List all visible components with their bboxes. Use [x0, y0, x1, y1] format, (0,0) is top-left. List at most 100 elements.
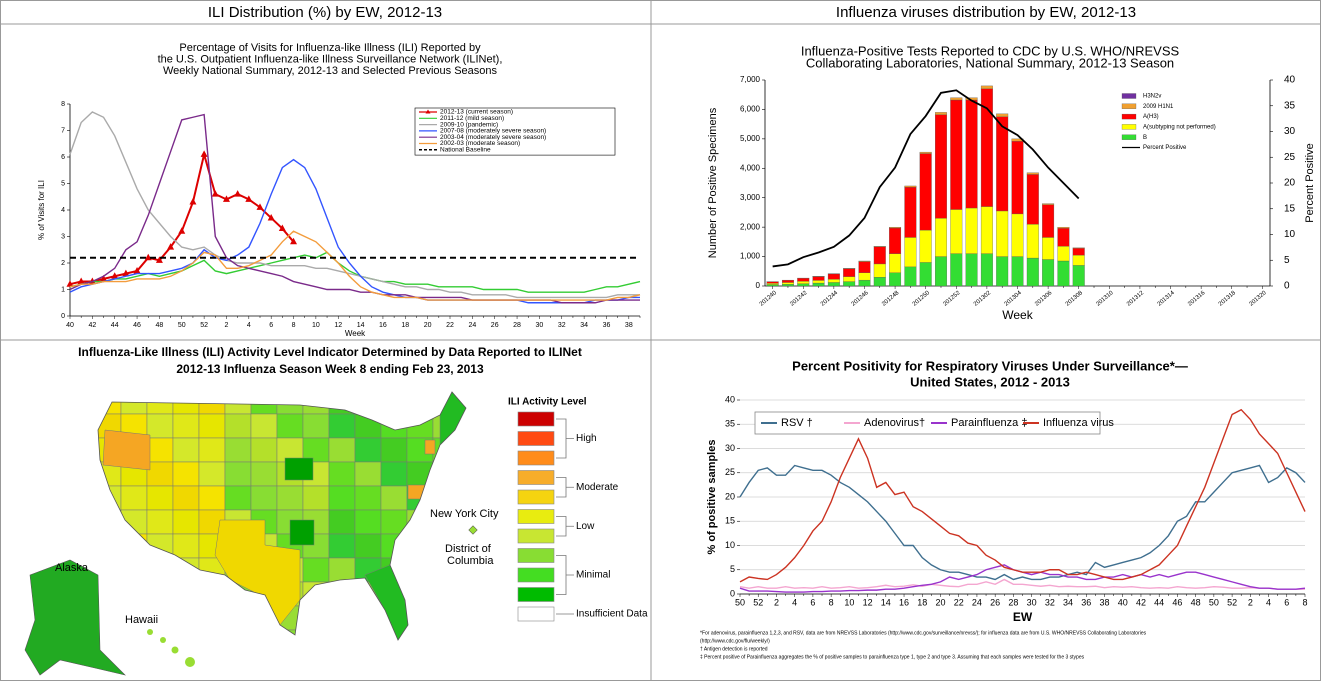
x-tick-label: 52 — [753, 597, 763, 607]
y2-tick-label: 10 — [1284, 229, 1296, 240]
legend-swatch — [1121, 93, 1137, 99]
footnote: † Antigen detection is reported — [700, 646, 768, 652]
chart-title: Collaborating Laboratories, National Sum… — [806, 55, 1174, 70]
y-tick-label: 0 — [756, 281, 761, 290]
legend-title: ILI Activity Level — [508, 397, 587, 408]
legend-label: Insufficient Data — [576, 609, 648, 620]
y-tick-label: 4 — [61, 207, 65, 214]
chart-title: the U.S. Outpatient Influenza-like Illne… — [158, 53, 503, 65]
series-line — [69, 158, 640, 304]
legend-label: Adenovirus† — [864, 417, 925, 429]
bar-segment — [766, 283, 779, 285]
legend-bracket — [556, 418, 574, 459]
legend-label: Parainfluenza ‡ — [951, 417, 1027, 429]
bar-segment — [904, 266, 917, 287]
x-tick-label: 44 — [111, 322, 119, 329]
bar-segment — [1057, 228, 1070, 247]
x-tick-label: 8 — [292, 322, 296, 329]
bar-segment — [950, 253, 963, 287]
state-shape — [224, 485, 252, 511]
x-tick-label: 46 — [1172, 597, 1182, 607]
y-tick-label: 1,000 — [740, 252, 761, 261]
bar-segment — [919, 229, 932, 263]
chart: Percent Positivity for Respiratory Virus… — [700, 358, 1308, 660]
alaska-shape — [24, 559, 126, 676]
charts: Percentage of Visits for Influenza-like … — [37, 42, 1316, 660]
state-shape — [172, 509, 200, 535]
data-marker — [133, 266, 141, 274]
place-label: Columbia — [447, 555, 494, 567]
state-shape — [198, 485, 226, 511]
state-shape — [250, 413, 278, 439]
bar-segment — [812, 276, 825, 281]
x-tick-label: 44 — [1154, 597, 1164, 607]
state-shape — [172, 485, 200, 511]
x-tick-label: 30 — [1027, 597, 1037, 607]
legend-label: 2009-10 (pandemic) — [440, 121, 498, 128]
map-title: 2012-13 Influenza Season Week 8 ending F… — [176, 362, 484, 376]
bar-segment — [1026, 224, 1039, 259]
hawaii-island — [147, 629, 153, 635]
state-shape — [276, 485, 304, 511]
x-tick-label: 24 — [972, 597, 982, 607]
y-tick-label: 0 — [61, 313, 65, 320]
legend-label: High — [576, 433, 597, 444]
x-tick-label: 28 — [1008, 597, 1018, 607]
bar-segment — [858, 260, 871, 262]
data-marker — [122, 269, 130, 277]
bar-segment — [980, 253, 993, 287]
bar-segment — [797, 281, 810, 284]
y-tick-label: 3 — [61, 233, 65, 240]
x-tick-label: 14 — [881, 597, 891, 607]
x-tick-label: 18 — [917, 597, 927, 607]
place-label: New York City — [430, 508, 499, 520]
x-tick-label: 52 — [200, 322, 208, 329]
legend-swatch — [517, 450, 555, 466]
state-shape — [328, 461, 356, 487]
state-shape — [102, 429, 151, 471]
y-tick-label: 40 — [725, 394, 735, 404]
legend-swatch — [517, 489, 555, 505]
chart: Percentage of Visits for Influenza-like … — [37, 42, 641, 338]
legend-label: 2002-03 (moderate season) — [440, 140, 520, 147]
x-tick-label: 10 — [844, 597, 854, 607]
legend-label: National Baseline — [440, 147, 491, 154]
bar-segment — [980, 206, 993, 254]
state-shape — [146, 509, 174, 535]
state-shape — [328, 437, 356, 463]
x-tick-label: 42 — [1136, 597, 1146, 607]
bar-segment — [1042, 237, 1055, 260]
x-axis-label: EW — [1013, 610, 1033, 624]
y-tick-label: 8 — [61, 101, 65, 108]
chart-title: United States, 2012 - 2013 — [910, 374, 1070, 389]
bar-segment — [996, 256, 1009, 287]
bar-segment — [889, 253, 902, 273]
x-tick-label: 42 — [88, 322, 96, 329]
legend-swatch — [517, 431, 555, 446]
x-tick-label: 34 — [1063, 597, 1073, 607]
state-shape — [289, 519, 315, 546]
legend-label: 2003-04 (moderately severe season) — [440, 134, 546, 141]
y-tick-label: 7 — [61, 127, 65, 134]
bar-segment — [996, 116, 1009, 212]
state-shape — [172, 533, 200, 559]
legend-swatch — [517, 548, 555, 563]
state-shape — [354, 437, 382, 463]
map-title: Influenza-Like Illness (ILI) Activity Le… — [78, 345, 582, 359]
bar-segment — [812, 282, 825, 287]
x-tick-label: 48 — [156, 322, 164, 329]
legend-label: Moderate — [576, 482, 619, 493]
bar-segment — [950, 97, 963, 101]
data-marker — [66, 280, 74, 287]
state-shape — [328, 413, 356, 439]
state-shape — [172, 413, 200, 439]
bar-segment — [766, 284, 779, 287]
state-shape — [250, 437, 278, 463]
hawaii-island — [160, 637, 166, 643]
legend-bracket — [556, 516, 574, 537]
state-shape — [328, 557, 356, 583]
x-tick-label: 8 — [829, 597, 834, 607]
x-axis-label: Week — [1002, 308, 1033, 322]
legend-swatch — [517, 606, 555, 622]
